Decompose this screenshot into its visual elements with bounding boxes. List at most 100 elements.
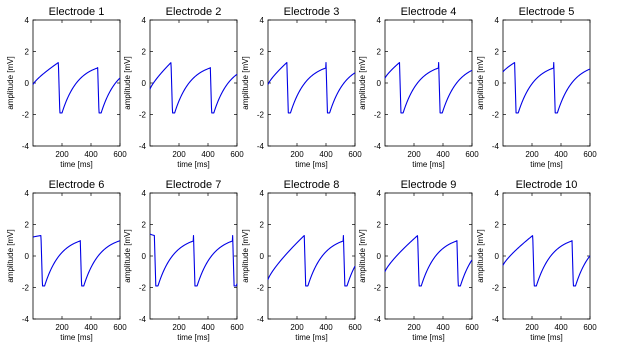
subplot-electrode-1: Electrode 1 -4 -2 0 2 4 200 400 600 time [ms] ampl… (6, 6, 127, 169)
y-tick-label: -2 (374, 111, 382, 120)
x-tick-label: 200 (525, 323, 539, 332)
x-axis-label: time [ms] (412, 333, 444, 342)
signal-line (502, 235, 591, 287)
y-tick-label: 0 (495, 79, 500, 88)
y-tick-label: 2 (377, 221, 382, 230)
y-axis-label: amplitude [mV] (358, 229, 367, 282)
y-tick-label: 0 (377, 252, 382, 261)
y-tick-label: 4 (25, 16, 30, 25)
x-tick-label: 200 (290, 323, 304, 332)
y-tick-label: 2 (260, 221, 265, 230)
subplot-title: Electrode 8 (284, 179, 340, 191)
y-tick-label: -2 (257, 284, 265, 293)
x-tick-label: 200 (407, 323, 421, 332)
x-tick-label: 600 (230, 150, 244, 159)
subplot-electrode-3: Electrode 3 -4 -2 0 2 4 200 400 600 time [ms] ampl… (241, 6, 362, 169)
x-tick-label: 600 (465, 323, 479, 332)
y-axis-label: amplitude [mV] (358, 56, 367, 109)
y-tick-label: -4 (139, 315, 147, 324)
x-tick-label: 600 (348, 323, 362, 332)
signal-line (149, 233, 238, 287)
x-axis-label: time [ms] (177, 333, 209, 342)
x-axis-label: time [ms] (295, 333, 327, 342)
x-tick-label: 400 (84, 150, 98, 159)
x-axis-label: time [ms] (530, 333, 562, 342)
y-tick-label: 0 (260, 79, 265, 88)
x-tick-label: 400 (201, 150, 215, 159)
subplot-title: Electrode 4 (401, 6, 457, 18)
x-tick-label: 600 (113, 323, 127, 332)
x-tick-label: 400 (436, 150, 450, 159)
x-tick-label: 200 (290, 150, 304, 159)
subplot-electrode-10: Electrode 10 -4 -2 0 2 4 200 400 600 time [ms] amp… (476, 179, 597, 342)
y-tick-label: -2 (492, 284, 500, 293)
signal-line (32, 235, 121, 287)
subplot-title: Electrode 7 (166, 179, 222, 191)
x-tick-label: 200 (55, 150, 69, 159)
y-tick-label: 4 (260, 189, 265, 198)
y-tick-label: 0 (142, 252, 147, 261)
x-tick-label: 200 (407, 150, 421, 159)
y-tick-label: 2 (495, 48, 500, 57)
y-tick-label: -4 (257, 142, 265, 151)
y-tick-label: 2 (25, 48, 30, 57)
y-axis-label: amplitude [mV] (241, 56, 250, 109)
subplot-electrode-6: Electrode 6 -4 -2 0 2 4 200 400 600 time [ms] ampl… (6, 179, 127, 342)
axes-box (384, 19, 473, 147)
subplot-title: Electrode 2 (166, 6, 222, 18)
subplot-electrode-7: Electrode 7 -4 -2 0 2 4 200 400 600 time [ms] ampl… (123, 179, 244, 342)
x-tick-label: 600 (583, 150, 597, 159)
subplot-electrode-4: Electrode 4 -4 -2 0 2 4 200 400 600 time [ms] ampl… (358, 6, 479, 169)
subplot-electrode-5: Electrode 5 -4 -2 0 2 4 200 400 600 time [ms] ampl… (476, 6, 597, 169)
y-axis-label: amplitude [mV] (476, 56, 485, 109)
x-tick-label: 400 (554, 150, 568, 159)
x-tick-label: 400 (436, 323, 450, 332)
y-axis-label: amplitude [mV] (241, 229, 250, 282)
x-axis-label: time [ms] (177, 160, 209, 169)
axes-box (502, 19, 591, 147)
y-tick-label: 4 (25, 189, 30, 198)
subplot-electrode-9: Electrode 9 -4 -2 0 2 4 200 400 600 time [ms] ampl… (358, 179, 479, 342)
y-axis-label: amplitude [mV] (123, 56, 132, 109)
axes-box (149, 19, 238, 147)
y-tick-label: -2 (139, 284, 147, 293)
y-tick-label: -2 (22, 111, 30, 120)
x-axis-label: time [ms] (60, 333, 92, 342)
y-tick-label: 4 (142, 189, 147, 198)
signal-line (502, 61, 591, 114)
x-tick-label: 200 (55, 323, 69, 332)
y-tick-label: 4 (260, 16, 265, 25)
y-tick-label: 0 (377, 79, 382, 88)
y-tick-label: 2 (260, 48, 265, 57)
x-axis-label: time [ms] (60, 160, 92, 169)
x-tick-label: 400 (201, 323, 215, 332)
y-tick-label: -2 (374, 284, 382, 293)
y-tick-label: 2 (25, 221, 30, 230)
axes-box (502, 192, 591, 320)
y-tick-label: -4 (257, 315, 265, 324)
signal-line (149, 62, 238, 114)
subplot-title: Electrode 3 (284, 6, 340, 18)
y-tick-label: 0 (495, 252, 500, 261)
subplot-title: Electrode 10 (516, 179, 578, 191)
y-axis-label: amplitude [mV] (123, 229, 132, 282)
x-axis-label: time [ms] (530, 160, 562, 169)
y-tick-label: 4 (377, 189, 382, 198)
y-tick-label: 2 (495, 221, 500, 230)
axes-box (267, 19, 356, 147)
y-tick-label: -4 (139, 142, 147, 151)
y-tick-label: -4 (22, 142, 30, 151)
y-tick-label: 4 (495, 16, 500, 25)
y-tick-label: 4 (377, 16, 382, 25)
y-tick-label: 0 (260, 252, 265, 261)
y-tick-label: -4 (492, 142, 500, 151)
axes-box (32, 192, 121, 320)
x-tick-label: 600 (348, 150, 362, 159)
y-tick-label: -4 (374, 315, 382, 324)
x-tick-label: 600 (230, 323, 244, 332)
x-tick-label: 200 (525, 150, 539, 159)
y-tick-label: -2 (139, 111, 147, 120)
y-tick-label: -4 (374, 142, 382, 151)
x-tick-label: 400 (319, 150, 333, 159)
